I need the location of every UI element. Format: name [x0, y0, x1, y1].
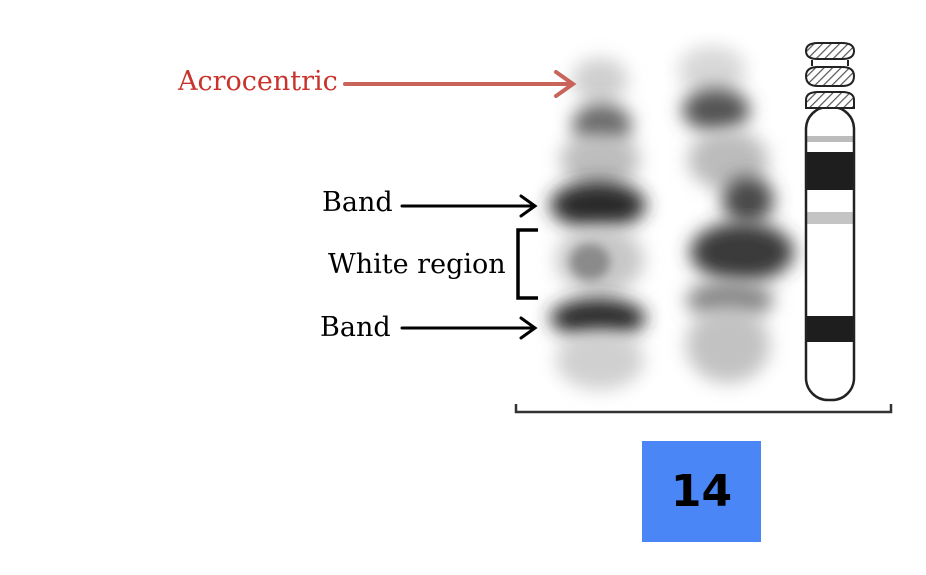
chromosome-ideogram — [804, 42, 856, 402]
white-region-bracket — [516, 228, 538, 300]
acrocentric-arrow — [343, 70, 577, 98]
band-label-bottom: Band — [320, 312, 391, 343]
chromosome-left — [550, 58, 646, 390]
band-arrow-top — [400, 194, 538, 218]
band-label-top: Band — [322, 187, 393, 218]
acrocentric-label: Acrocentric — [178, 66, 338, 97]
chromosome-number-text: 14 — [670, 466, 733, 517]
hatched-satellite-icon — [804, 42, 856, 109]
band-arrow-bottom — [400, 316, 538, 340]
chromosome-number: 14 — [642, 441, 761, 542]
white-region-label: White region — [328, 249, 506, 280]
chromosome-right — [678, 46, 794, 383]
chromosome-number-box — [642, 441, 761, 542]
chromosome-group-underline — [514, 404, 893, 414]
